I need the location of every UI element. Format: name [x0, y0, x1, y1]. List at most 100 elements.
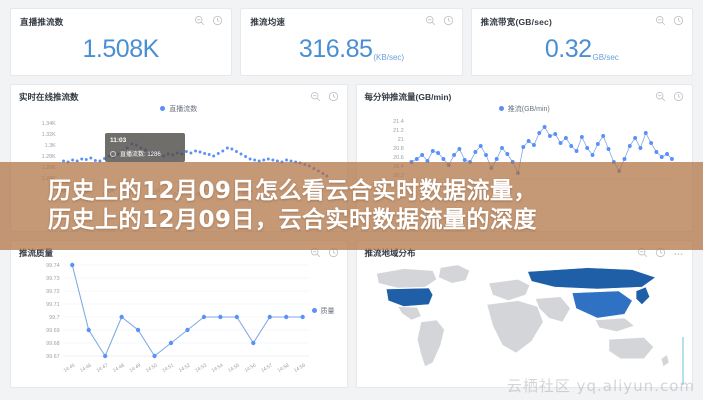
- svg-text:14:46: 14:46: [79, 362, 93, 374]
- stat-value: 1.508K: [82, 35, 160, 63]
- svg-text:1.24K: 1.24K: [42, 176, 56, 182]
- tooltip-row: 直播流数: 1286: [110, 149, 180, 158]
- series-points: [409, 125, 674, 175]
- scroll-indicator[interactable]: [682, 337, 684, 385]
- zoom-out-icon[interactable]: [425, 15, 436, 26]
- stat-card-actions: [194, 15, 223, 26]
- svg-text:11:03: 11:03: [102, 187, 115, 198]
- svg-text:1.3K: 1.3K: [45, 143, 56, 149]
- zoom-out-icon[interactable]: [637, 247, 648, 258]
- chart-legend[interactable]: 直播流数: [19, 105, 339, 115]
- more-icon[interactable]: [673, 247, 684, 258]
- region-middle-east: [534, 296, 571, 323]
- y-axis-ticks: 1.34K 1.32K 1.3K 1.28K 1.26K 1.24K: [42, 121, 56, 182]
- tooltip-value-label: 直播流数: 1286: [120, 152, 161, 158]
- grid-lines: [63, 264, 310, 357]
- stat-card-row: 直播推流数 1.508K 推流均速: [0, 0, 703, 76]
- legend-label: 质量: [320, 308, 335, 315]
- clock-icon[interactable]: [673, 15, 684, 26]
- svg-text:14:55: 14:55: [227, 362, 241, 374]
- world-map-svg: [375, 264, 669, 367]
- svg-text:1.32K: 1.32K: [42, 132, 56, 138]
- stat-value-wrap: 316.85(KB/sec): [241, 35, 461, 64]
- svg-text:20.4: 20.4: [393, 164, 404, 170]
- stat-card-title: 推流均速: [250, 17, 286, 27]
- stat-card-bandwidth[interactable]: 推流带宽(GB/sec) 0.32GB/sec: [470, 8, 693, 76]
- clock-icon[interactable]: [673, 91, 684, 102]
- chart-plot-area[interactable]: 21.4 21.2 21 20.8 20.6 20.4 20.2: [365, 115, 685, 223]
- stat-card-live-streams[interactable]: 直播推流数 1.508K: [10, 8, 233, 76]
- zoom-out-icon[interactable]: [310, 247, 321, 258]
- chart-plot-area[interactable]: 1.34K 1.32K 1.3K 1.28K 1.26K 1.24K: [19, 115, 339, 223]
- svg-text:11:18: 11:18: [218, 187, 231, 198]
- svg-text:14:57: 14:57: [260, 362, 274, 374]
- svg-text:1.34K: 1.34K: [42, 121, 56, 127]
- stat-value: 316.85: [298, 35, 373, 63]
- chart-actions: [310, 91, 339, 102]
- clock-icon[interactable]: [212, 15, 223, 26]
- x-axis-ticks: 14:45 14:46 14:47 14:48 14:49 14:50 14:5…: [63, 362, 307, 374]
- chart-title: 推流地域分布: [364, 248, 416, 258]
- chart-legend[interactable]: 质量: [311, 307, 335, 317]
- zoom-out-icon[interactable]: [655, 91, 666, 102]
- svg-text:14:50: 14:50: [145, 362, 159, 374]
- zoom-out-icon[interactable]: [310, 91, 321, 102]
- region-south-america: [416, 319, 445, 367]
- chart-plot-area[interactable]: 99.74 99.73 99.72 99.71 99.7 99.69 99.68…: [19, 259, 339, 387]
- clock-icon[interactable]: [328, 91, 339, 102]
- world-map[interactable]: [365, 261, 685, 379]
- svg-text:14:52: 14:52: [178, 362, 192, 374]
- stat-value-wrap: 0.32GB/sec: [472, 35, 692, 64]
- stat-card-actions: [425, 15, 454, 26]
- zoom-out-icon[interactable]: [194, 15, 205, 26]
- svg-text:11:21: 11:21: [241, 187, 254, 198]
- svg-text:14:59: 14:59: [293, 362, 307, 374]
- svg-text:14:51: 14:51: [161, 362, 175, 374]
- clock-icon[interactable]: [328, 247, 339, 258]
- series-points: [70, 262, 305, 359]
- stat-card-title: 推流带宽(GB/sec): [480, 17, 553, 27]
- svg-text:14:56: 14:56: [244, 362, 258, 374]
- series-points: [62, 142, 329, 178]
- stat-card-avg-speed[interactable]: 推流均速 316.85(KB/sec): [240, 8, 463, 76]
- stat-card-actions: [655, 15, 684, 26]
- region-japan: [635, 286, 650, 305]
- clock-icon[interactable]: [655, 247, 666, 258]
- y-axis-ticks: 99.74 99.73 99.72 99.71 99.7 99.69 99.68…: [46, 263, 60, 360]
- chart-card-quality[interactable]: 推流质量 质量: [10, 240, 348, 388]
- chart-legend[interactable]: 推流(GB/min): [365, 105, 685, 115]
- chart-svg: 21.4 21.2 21 20.8 20.6 20.4 20.2: [393, 119, 677, 180]
- chart-tooltip: 11:03 直播流数: 1286: [105, 133, 185, 162]
- svg-text:11:01: 11:01: [78, 187, 91, 198]
- zoom-out-icon[interactable]: [655, 15, 666, 26]
- legend-marker: [160, 106, 166, 111]
- svg-text:20.6: 20.6: [393, 155, 404, 161]
- svg-text:20.2: 20.2: [393, 173, 404, 179]
- svg-text:14:48: 14:48: [112, 362, 126, 374]
- region-united-states: [385, 287, 433, 307]
- svg-text:99.7: 99.7: [49, 315, 60, 321]
- svg-text:21.2: 21.2: [393, 128, 404, 134]
- region-russia: [526, 267, 656, 290]
- svg-text:11:06: 11:06: [125, 187, 138, 198]
- chart-svg: 1.34K 1.32K 1.3K 1.28K 1.26K 1.24K: [42, 121, 329, 199]
- svg-text:14:58: 14:58: [277, 362, 291, 374]
- region-china: [571, 290, 633, 319]
- svg-text:99.74: 99.74: [46, 263, 60, 269]
- chart-svg: 99.74 99.73 99.72 99.71 99.7 99.69 99.68…: [46, 262, 310, 374]
- legend-marker: [498, 106, 504, 111]
- clock-icon[interactable]: [443, 15, 454, 26]
- svg-text:99.69: 99.69: [46, 328, 60, 334]
- svg-text:99.73: 99.73: [46, 276, 60, 282]
- chart-card-throughput[interactable]: 每分钟推流量(GB/min) 推流(GB/min) 21.4 21.2 21: [355, 84, 693, 232]
- svg-text:20.8: 20.8: [393, 146, 404, 152]
- svg-text:11:27: 11:27: [288, 187, 301, 198]
- region-australia: [608, 337, 654, 359]
- chart-actions: [655, 91, 684, 102]
- chart-title: 实时在线推流数: [19, 92, 79, 102]
- region-europe: [488, 279, 530, 301]
- svg-text:1.28K: 1.28K: [42, 154, 56, 160]
- svg-text:11:09: 11:09: [148, 187, 161, 198]
- chart-card-online-streams[interactable]: 实时在线推流数 直播流数 1.34K 1.32K 1.3K 1: [10, 84, 348, 232]
- chart-card-map[interactable]: 推流地域分布: [355, 240, 693, 388]
